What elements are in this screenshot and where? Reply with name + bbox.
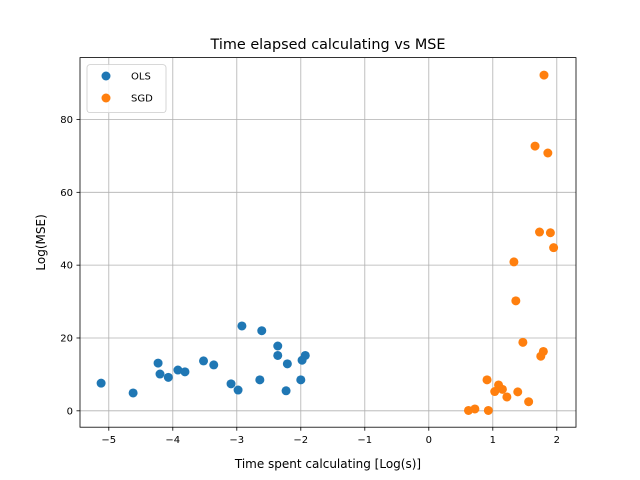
data-point-sgd <box>545 228 555 238</box>
data-point-ols <box>255 375 265 385</box>
y-tick-label: 20 <box>60 333 73 344</box>
legend-marker-sgd <box>101 93 111 103</box>
data-point-sgd <box>497 384 507 394</box>
plot-frame <box>79 57 577 428</box>
data-point-sgd <box>518 337 528 347</box>
grid-lines <box>80 57 576 428</box>
y-axis-title: Log(MSE) <box>34 214 48 270</box>
data-point-ols <box>257 326 267 336</box>
x-tick-label: −3 <box>229 435 244 446</box>
data-point-sgd <box>511 296 521 306</box>
data-point-ols <box>209 360 219 370</box>
x-tick-label: 0 <box>426 435 432 446</box>
data-point-sgd <box>513 387 523 397</box>
data-point-ols <box>199 356 209 366</box>
y-tick-label: 40 <box>60 261 73 272</box>
y-tick-label: 80 <box>60 115 73 126</box>
data-point-sgd <box>538 346 548 356</box>
data-point-sgd <box>509 257 519 267</box>
legend-label-sgd: SGD <box>131 94 153 105</box>
data-point-sgd <box>490 387 500 397</box>
x-tick-label: −4 <box>165 435 180 446</box>
data-point-sgd <box>502 392 512 402</box>
chart-title: Time elapsed calculating vs MSE <box>210 37 446 53</box>
y-tick-label: 60 <box>60 188 73 199</box>
legend-box <box>86 64 167 113</box>
data-point-ols <box>163 372 173 382</box>
data-point-ols <box>233 385 243 395</box>
data-point-sgd <box>535 227 545 237</box>
x-axis-title: Time spent calculating [Log(s)] <box>234 457 421 471</box>
legend-label-ols: OLS <box>131 72 151 83</box>
data-point-ols <box>180 367 190 377</box>
data-point-ols <box>173 365 183 375</box>
data-points <box>96 70 559 415</box>
x-tick-label: −2 <box>293 435 308 446</box>
legend: OLS SGD <box>86 64 167 113</box>
data-point-ols <box>237 321 247 331</box>
data-point-ols <box>281 386 291 396</box>
data-point-ols <box>300 350 310 360</box>
data-point-ols <box>282 359 292 369</box>
data-point-sgd <box>530 141 540 151</box>
x-tick-label: 1 <box>490 435 496 446</box>
data-point-ols <box>273 350 283 360</box>
data-point-sgd <box>482 375 492 385</box>
data-point-ols <box>296 375 306 385</box>
x-tick-label: −5 <box>101 435 116 446</box>
data-point-ols <box>155 369 165 379</box>
data-point-ols <box>273 341 283 351</box>
data-point-ols <box>96 378 106 388</box>
data-point-ols <box>226 379 236 389</box>
data-point-sgd <box>549 243 559 253</box>
data-point-sgd <box>539 70 549 80</box>
y-tick-label: 0 <box>67 406 73 417</box>
data-point-ols <box>153 358 163 368</box>
data-point-sgd <box>543 148 553 158</box>
legend-marker-ols <box>101 71 111 81</box>
data-point-sgd <box>483 405 493 415</box>
x-tick-label: −1 <box>357 435 372 446</box>
data-point-sgd <box>470 404 480 414</box>
x-tick-label: 2 <box>554 435 560 446</box>
plot-area <box>80 57 576 428</box>
data-point-sgd <box>524 397 534 407</box>
data-point-ols <box>128 388 138 398</box>
